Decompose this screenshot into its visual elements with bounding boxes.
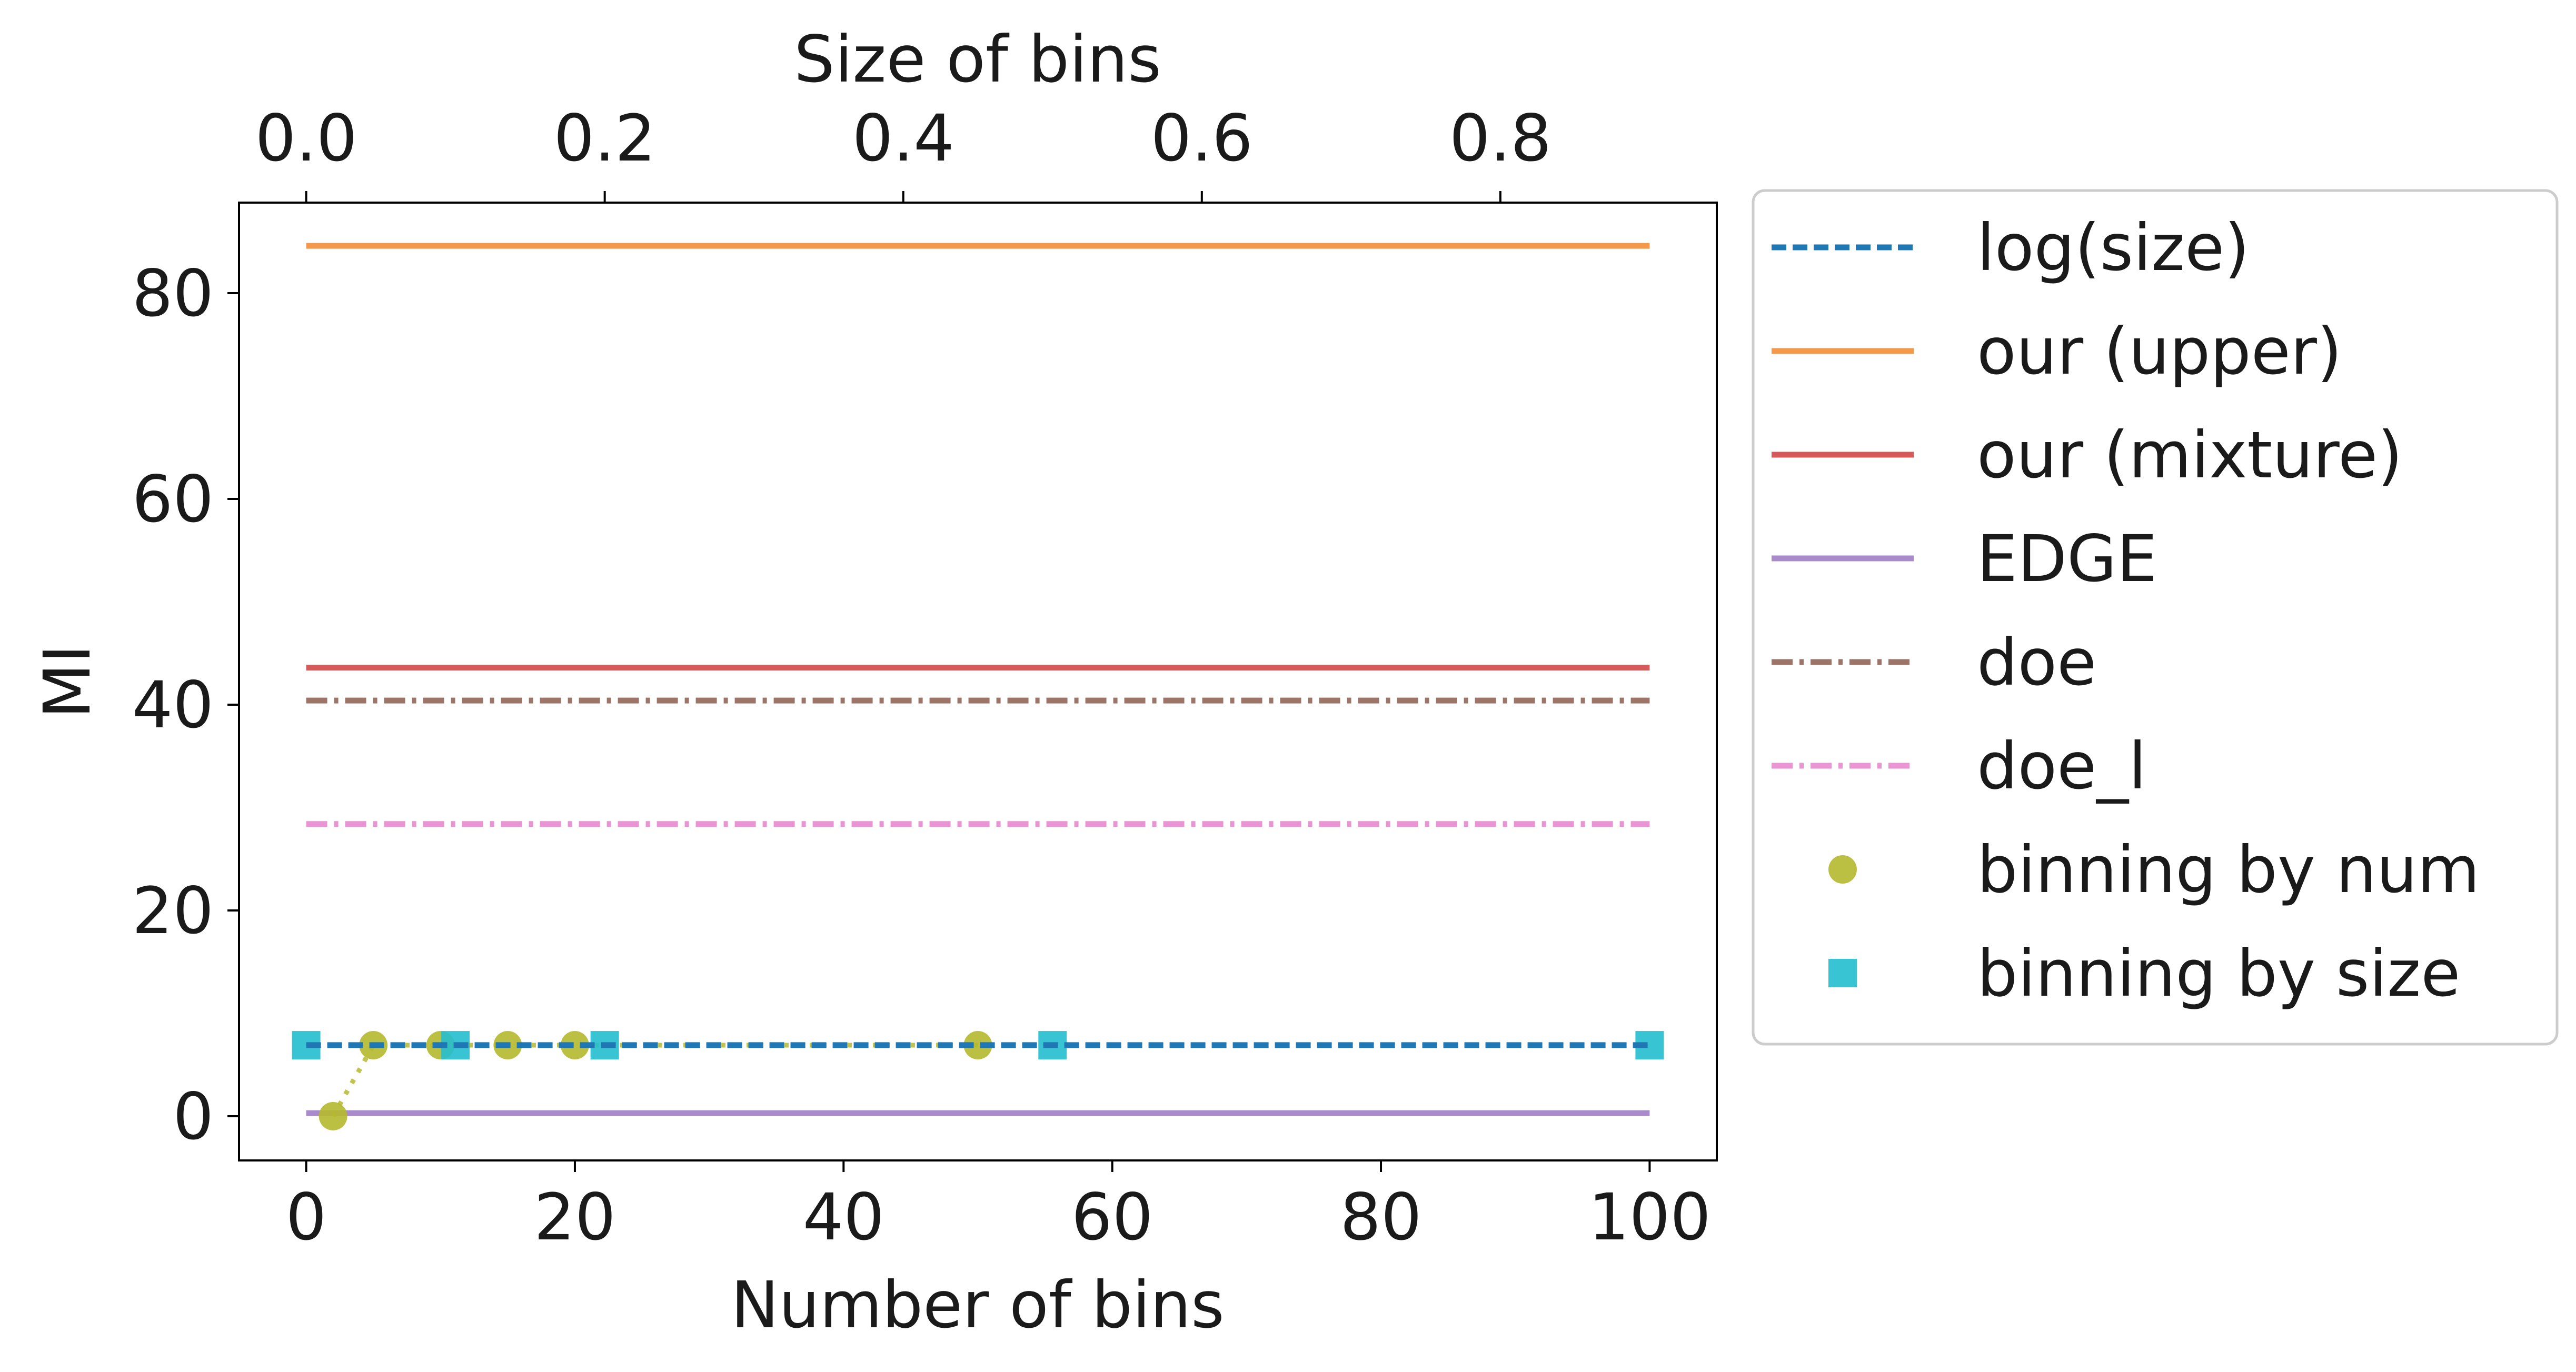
legend-swatch-binning-by-size: [1828, 959, 1857, 987]
legend-label-binning-by-num: binning by num: [1977, 833, 2480, 907]
y-tick-label: 60: [132, 462, 214, 537]
data-point-binning-by-num: [560, 1031, 589, 1060]
x-tick-label: 60: [1071, 1180, 1153, 1255]
x2-axis-label: Size of bins: [794, 22, 1161, 97]
legend-label-edge: EDGE: [1977, 522, 2157, 596]
legend-label-our-mixture: our (mixture): [1977, 418, 2403, 493]
legend-swatch-binning-by-num: [1828, 855, 1857, 884]
x-tick-label: 40: [803, 1180, 884, 1255]
x2-tick-label: 0.2: [554, 101, 656, 176]
legend-label-doe-l: doe_l: [1977, 729, 2146, 804]
data-point-binning-by-num: [963, 1031, 992, 1060]
legend-frame: [1752, 189, 2559, 1046]
y-tick-label: 40: [132, 668, 214, 743]
x-tick-label: 0: [286, 1180, 327, 1255]
axes-layer: 0 20 40 60 80 100 0.0 0.2 0.4 0.6 0.8 0 20 40 60 80: [132, 101, 1711, 1255]
legend-label-log-size: log(size): [1977, 211, 2250, 285]
x-tick-label: 20: [534, 1180, 615, 1255]
legend: log(size) our (upper) our (mixture) EDGE doe…: [1752, 189, 2559, 1046]
y-tick-label: 80: [132, 256, 214, 331]
x-axis-label: Number of bins: [731, 1268, 1224, 1343]
legend-label-our-upper: our (upper): [1977, 314, 2342, 389]
plot-area: [238, 202, 1718, 1161]
data-point-binning-by-num: [319, 1101, 347, 1130]
x2-tick-label: 0.6: [1151, 101, 1253, 176]
y-tick-label: 0: [173, 1079, 214, 1154]
y-tick-label: 20: [132, 874, 214, 948]
y-axis-label: MI: [30, 644, 105, 718]
x2-tick-label: 0.0: [255, 101, 357, 176]
x2-tick-label: 0.8: [1449, 101, 1551, 176]
plot-frame: [238, 202, 1718, 1161]
legend-label-doe: doe: [1977, 625, 2096, 700]
x2-tick-label: 0.4: [852, 101, 954, 176]
series-connector-binning-by-num: [331, 1043, 978, 1118]
x-tick-label: 100: [1588, 1180, 1711, 1255]
series-layer: [292, 243, 1664, 1130]
legend-label-binning-by-size: binning by size: [1977, 936, 2460, 1011]
x-tick-label: 80: [1340, 1180, 1421, 1255]
